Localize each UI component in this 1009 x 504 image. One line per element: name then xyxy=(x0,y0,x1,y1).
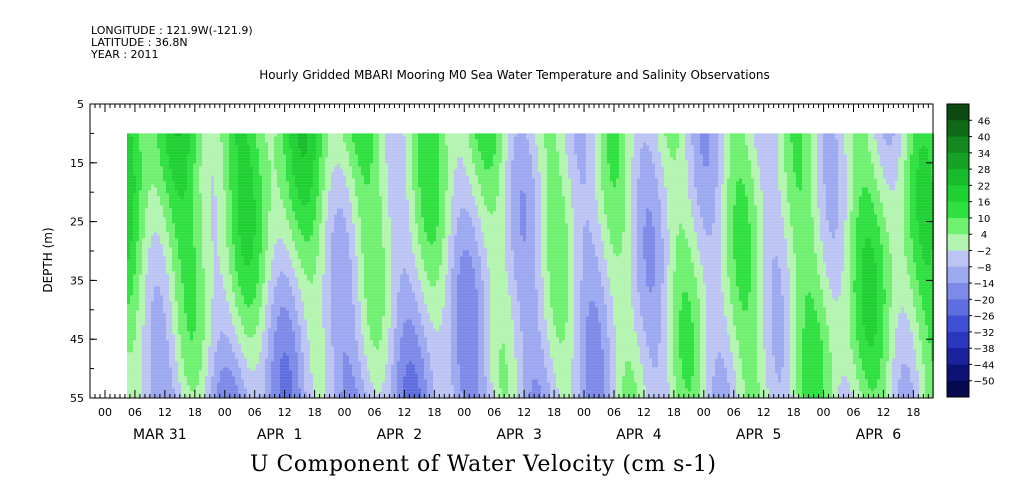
colorbar-label: 46 xyxy=(978,116,991,127)
x-day-label: APR 4 xyxy=(616,427,662,443)
colorbar-swatch xyxy=(947,185,969,203)
colorbar-swatch xyxy=(947,136,969,154)
axes: 5 15 25 35 45 55 00 06 12 18 00 06 12 18 00 06 12 18 00 06 1… xyxy=(70,98,933,443)
colorbar-label: 4 xyxy=(981,230,987,241)
colorbar-swatch xyxy=(947,152,969,170)
y-tick-label: 35 xyxy=(70,274,84,287)
x-tick-label: 18 xyxy=(547,406,561,419)
chart-title: Hourly Gridded MBARI Mooring M0 Sea Wate… xyxy=(0,68,1009,82)
year-label: YEAR : 2011 xyxy=(91,49,159,61)
x-tick-label: 12 xyxy=(397,406,411,419)
colorbar-swatch xyxy=(947,104,969,121)
x-tick-label: 00 xyxy=(98,406,112,419)
x-tick-label: 18 xyxy=(667,406,681,419)
x-tick-label: 12 xyxy=(158,406,172,419)
colorbar-swatch xyxy=(947,250,969,268)
longitude-label: LONGITUDE : 121.9W(-121.9) xyxy=(91,25,253,37)
x-tick-label: 12 xyxy=(637,406,651,419)
x-tick-label: 00 xyxy=(338,406,352,419)
colorbar-label: 28 xyxy=(978,165,991,176)
x-tick-label: 18 xyxy=(308,406,322,419)
colorbar-swatch xyxy=(947,364,969,382)
x-day-label: APR 3 xyxy=(496,427,542,443)
colorbar-label: −14 xyxy=(973,279,994,290)
x-tick-label: 18 xyxy=(188,406,202,419)
colorbar: 46 40 34 28 22 16 10 4 −2 −8 −14 −20 −26 −32 −38 −44 −50 xyxy=(946,103,995,398)
colorbar-swatch xyxy=(947,315,969,333)
colorbar-swatch xyxy=(947,331,969,349)
x-tick-label: 00 xyxy=(817,406,831,419)
x-tick-label: 18 xyxy=(906,406,920,419)
x-tick-label: 06 xyxy=(727,406,741,419)
y-tick-label: 55 xyxy=(70,392,84,405)
x-tick-label: 18 xyxy=(787,406,801,419)
y-tick-label: 25 xyxy=(70,216,84,229)
y-axis-label: DEPTH (m) xyxy=(41,227,55,292)
x-tick-label: 00 xyxy=(457,406,471,419)
x-day-label: APR 1 xyxy=(257,427,303,443)
x-tick-label: 06 xyxy=(847,406,861,419)
colorbar-swatch xyxy=(947,283,969,300)
x-tick-label: 00 xyxy=(218,406,232,419)
colorbar-label: 40 xyxy=(978,133,991,144)
x-tick-label: 00 xyxy=(577,406,591,419)
y-tick-label: 5 xyxy=(77,98,84,111)
colorbar-swatch xyxy=(947,201,969,219)
x-tick-label: 06 xyxy=(367,406,381,419)
colorbar-label: 34 xyxy=(978,149,991,160)
y-tick-label: 15 xyxy=(70,157,84,170)
colorbar-label: 16 xyxy=(978,198,991,209)
colorbar-swatch xyxy=(947,217,969,235)
colorbar-label: −8 xyxy=(977,263,992,274)
x-tick-label: 18 xyxy=(427,406,441,419)
colorbar-swatch xyxy=(947,380,969,398)
x-tick-label: 00 xyxy=(697,406,711,419)
colorbar-label: −26 xyxy=(973,312,994,323)
x-day-label: MAR 31 xyxy=(133,427,187,443)
x-tick-label: 06 xyxy=(487,406,501,419)
heatmap-field xyxy=(127,133,934,398)
colorbar-swatch xyxy=(947,348,969,365)
colorbar-label: −38 xyxy=(973,344,994,355)
colorbar-swatch xyxy=(947,169,969,186)
x-tick-label: 12 xyxy=(517,406,531,419)
colorbar-swatch xyxy=(947,299,969,317)
colorbar-swatch xyxy=(947,120,969,138)
x-tick-label: 12 xyxy=(757,406,771,419)
x-tick-label: 06 xyxy=(248,406,262,419)
colorbar-label: −2 xyxy=(977,247,992,258)
x-day-label: APR 5 xyxy=(736,427,782,443)
colorbar-swatch xyxy=(947,234,969,251)
y-tick-label: 45 xyxy=(70,333,84,346)
x-tick-label: 06 xyxy=(607,406,621,419)
colorbar-label: −50 xyxy=(973,377,994,388)
colorbar-label: −20 xyxy=(973,295,994,306)
colorbar-label: −32 xyxy=(973,328,994,339)
latitude-label: LATITUDE : 36.8N xyxy=(91,37,188,49)
x-axis-label: U Component of Water Velocity (cm s-1) xyxy=(250,452,716,477)
colorbar-label: −44 xyxy=(973,360,994,371)
colorbar-swatch xyxy=(947,266,969,284)
colorbar-label: 22 xyxy=(978,181,991,192)
x-day-label: APR 2 xyxy=(377,427,423,443)
x-day-label: APR 6 xyxy=(856,427,902,443)
x-tick-label: 06 xyxy=(128,406,142,419)
x-tick-label: 12 xyxy=(278,406,292,419)
colorbar-label: 10 xyxy=(978,214,991,225)
x-tick-label: 12 xyxy=(876,406,890,419)
